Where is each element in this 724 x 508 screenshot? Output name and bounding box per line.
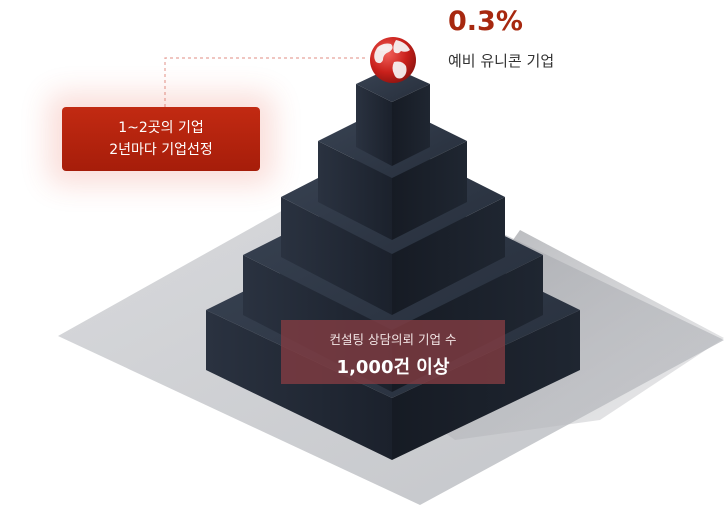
base-stat-caption: 컨설팅 상담의뢰 기업 수 [329,332,457,347]
top-stat-caption: 예비 유니콘 기업 [448,52,555,70]
base-stat-box: 컨설팅 상담의뢰 기업 수 1,000건 이상 [281,320,505,384]
base-stat-value: 1,000건 이상 [336,357,450,378]
callout-box: 1~2곳의 기업 2년마다 기업선정 [62,107,260,171]
callout-line-2: 2년마다 기업선정 [109,142,213,158]
globe-icon [370,37,416,83]
pyramid-tier-1 [356,67,430,166]
callout-connector [164,57,368,107]
top-stat-value: 0.3% [448,6,523,37]
callout-line-1: 1~2곳의 기업 [118,120,204,136]
